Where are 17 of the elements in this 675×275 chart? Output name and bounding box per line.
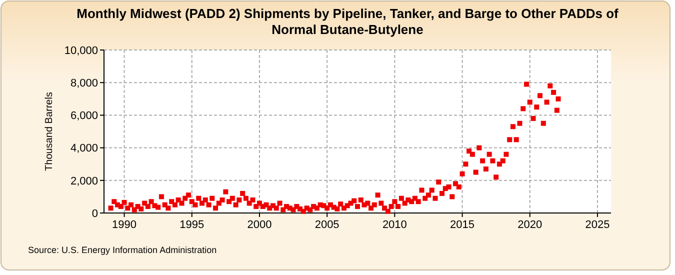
x-tick-label: 2000: [247, 219, 272, 231]
y-tick-label: 0: [92, 208, 98, 220]
x-tick-label: 2020: [518, 219, 542, 231]
chart-title: Monthly Midwest (PADD 2) Shipments by Pipeline, Tanker, and Barge to Other PADDs of Normal Butane-Butylene: [76, 6, 620, 37]
y-axis-title: Thousand Barrels: [44, 92, 55, 171]
y-tick-label: 8,000: [70, 77, 98, 90]
x-tick-label: 2005: [314, 219, 340, 231]
source-note: Source: U.S. Energy Information Administration: [28, 245, 217, 255]
x-tick-label: 2010: [382, 219, 407, 231]
y-tick-label: 2,000: [70, 175, 98, 188]
y-tick-label: 6,000: [70, 110, 98, 122]
x-tick-label: 2015: [450, 219, 475, 231]
y-tick-label: 4,000: [70, 142, 98, 155]
x-tick-label: 2025: [585, 219, 610, 231]
x-tick-label: 1990: [112, 219, 137, 231]
x-tick-label: 1995: [180, 219, 204, 231]
y-tick-label: 10,000: [64, 44, 98, 57]
